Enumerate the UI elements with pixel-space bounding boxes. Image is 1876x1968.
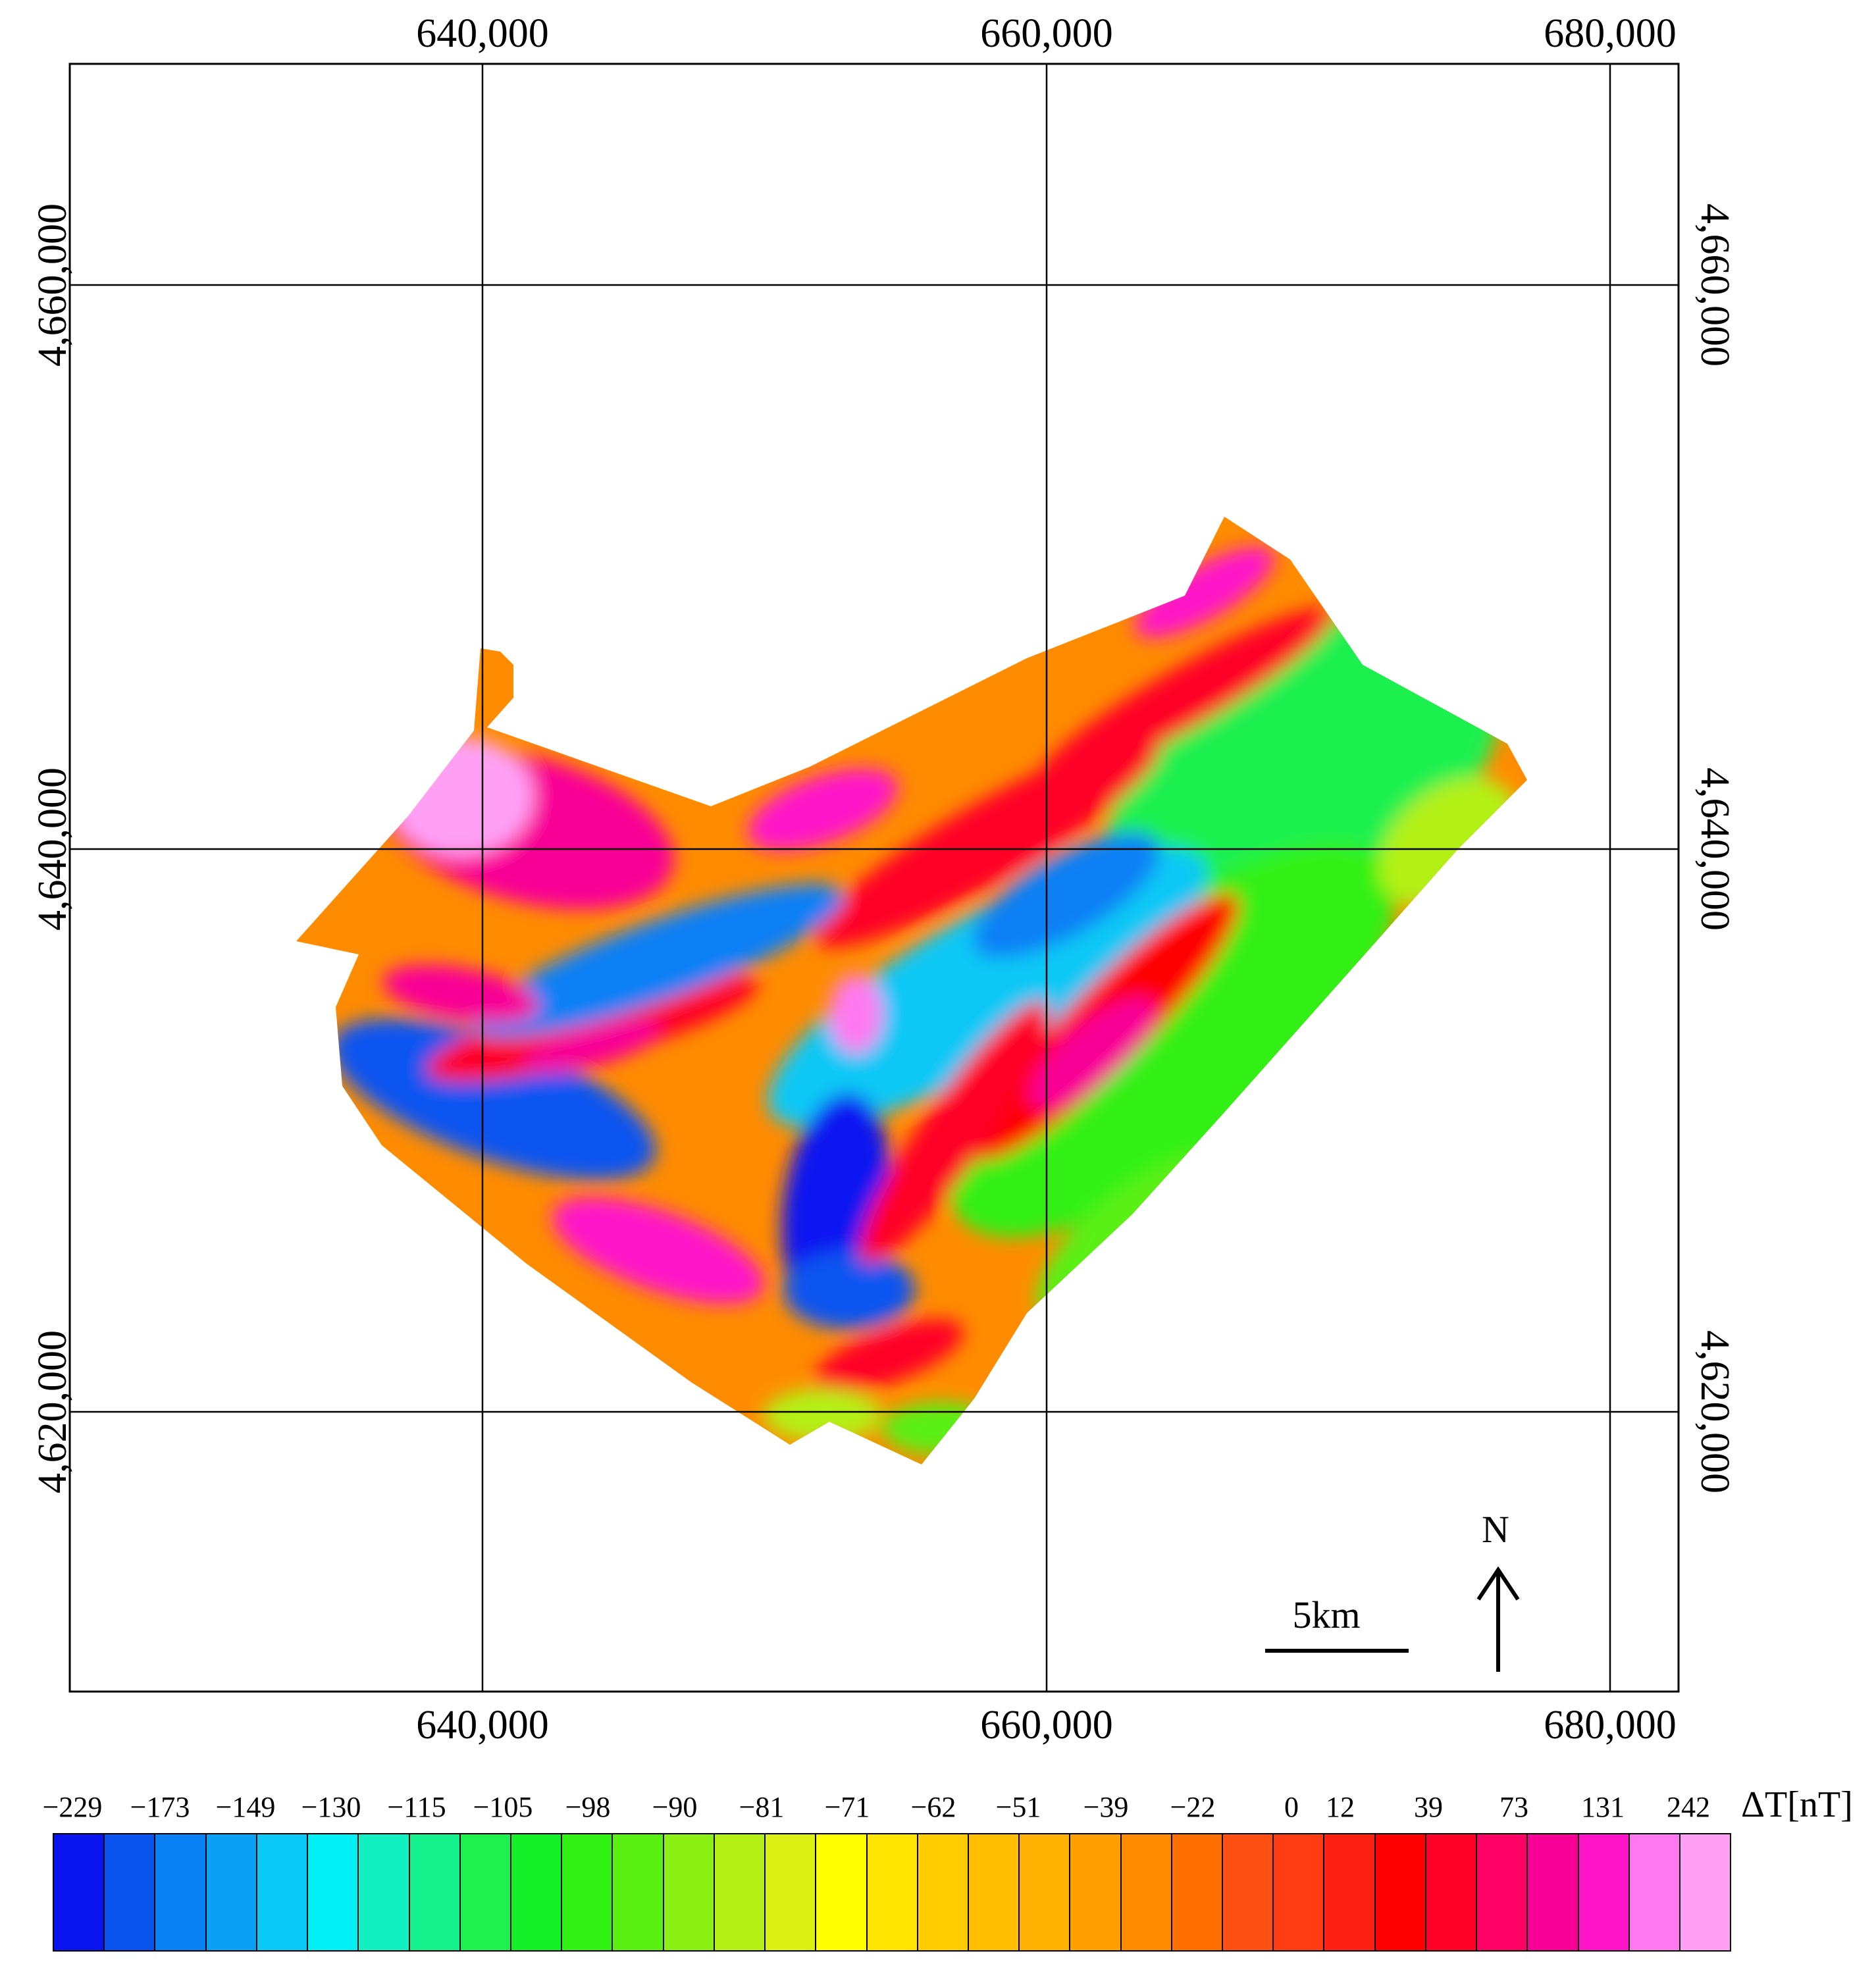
- legend-value: −81: [739, 1791, 785, 1823]
- legend-swatch: [409, 1834, 461, 1950]
- y-tick-left-4640000: 4,640,000: [30, 767, 75, 931]
- legend-swatch: [613, 1834, 664, 1950]
- legend-value: −98: [565, 1791, 611, 1823]
- legend-swatch: [1172, 1834, 1224, 1950]
- legend-swatch: [968, 1834, 1020, 1950]
- legend-swatch: [359, 1834, 410, 1950]
- color-legend-bar: [53, 1833, 1731, 1952]
- x-tick-bottom-640000: 640,000: [416, 1703, 549, 1748]
- legend-value: −149: [215, 1791, 276, 1823]
- legend-value: −229: [42, 1791, 103, 1823]
- legend-value: −173: [130, 1791, 190, 1823]
- legend-value: −51: [995, 1791, 1041, 1823]
- legend-value: −22: [1170, 1791, 1216, 1823]
- grid-lines: [70, 64, 1679, 1692]
- legend-swatch: [1477, 1834, 1528, 1950]
- legend-value: −39: [1083, 1791, 1129, 1823]
- legend-value: −105: [473, 1791, 533, 1823]
- y-tick-left-4660000: 4,660,000: [30, 203, 75, 367]
- legend-swatch: [1324, 1834, 1376, 1950]
- legend-swatch: [664, 1834, 715, 1950]
- legend-swatch: [155, 1834, 207, 1950]
- legend-swatch: [1223, 1834, 1274, 1950]
- y-tick-right-4620000: 4,620,000: [1692, 1330, 1737, 1493]
- legend-swatch: [54, 1834, 105, 1950]
- y-tick-right-4640000: 4,640,000: [1692, 767, 1737, 931]
- legend-value: −130: [301, 1791, 361, 1823]
- scale-label: 5km: [1292, 1593, 1361, 1636]
- legend-value: 73: [1499, 1791, 1528, 1823]
- legend-swatch: [1629, 1834, 1681, 1950]
- legend-value: −90: [652, 1791, 698, 1823]
- legend-unit: ΔT[nT]: [1741, 1784, 1853, 1825]
- legend-swatch: [1020, 1834, 1071, 1950]
- legend-swatch: [562, 1834, 613, 1950]
- legend-value: 0: [1284, 1791, 1299, 1823]
- y-tick-left-4620000: 4,620,000: [30, 1330, 75, 1493]
- legend-swatch: [1528, 1834, 1579, 1950]
- legend-swatch: [460, 1834, 511, 1950]
- x-tick-bottom-660000: 660,000: [980, 1703, 1113, 1748]
- y-tick-right-4660000: 4,660,000: [1692, 203, 1737, 367]
- legend-swatch: [105, 1834, 156, 1950]
- legend-swatch: [714, 1834, 766, 1950]
- legend-swatch: [1681, 1834, 1731, 1950]
- legend-swatch: [1070, 1834, 1122, 1950]
- legend-swatch: [766, 1834, 817, 1950]
- legend-swatch: [257, 1834, 309, 1950]
- x-tick-top-640000: 640,000: [416, 11, 549, 56]
- legend-swatch: [1578, 1834, 1630, 1950]
- north-arrow-icon: [1476, 1566, 1520, 1672]
- x-tick-top-680000: 680,000: [1544, 11, 1677, 56]
- legend-value: −71: [824, 1791, 870, 1823]
- x-tick-top-660000: 660,000: [980, 11, 1113, 56]
- legend-swatch: [511, 1834, 563, 1950]
- legend-value: 39: [1414, 1791, 1443, 1823]
- legend-swatch: [308, 1834, 359, 1950]
- legend-swatch: [816, 1834, 868, 1950]
- north-label: N: [1482, 1508, 1509, 1551]
- legend-swatch: [206, 1834, 257, 1950]
- legend-swatch: [918, 1834, 969, 1950]
- legend-swatch: [1121, 1834, 1172, 1950]
- legend-swatch: [1375, 1834, 1426, 1950]
- legend-swatch: [867, 1834, 918, 1950]
- legend-value: 131: [1581, 1791, 1625, 1823]
- legend-value: −115: [387, 1791, 446, 1823]
- legend-swatch: [1274, 1834, 1325, 1950]
- legend-value: 12: [1326, 1791, 1355, 1823]
- x-tick-bottom-680000: 680,000: [1544, 1703, 1677, 1748]
- legend-value: 242: [1667, 1791, 1710, 1823]
- magnetic-anomaly-map: [68, 63, 1680, 1693]
- legend-value: −62: [910, 1791, 956, 1823]
- legend-swatch: [1426, 1834, 1478, 1950]
